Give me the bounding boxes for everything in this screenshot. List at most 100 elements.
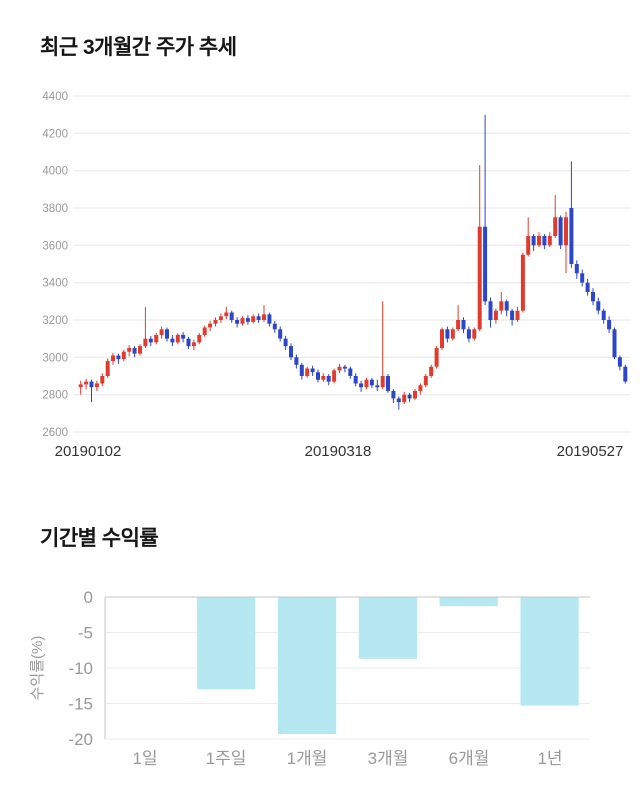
candle-body — [429, 366, 434, 376]
candle-body — [558, 217, 563, 246]
candle-body — [580, 273, 585, 283]
candle-body — [461, 320, 466, 330]
candle-body — [240, 318, 245, 324]
candle-body — [256, 316, 261, 320]
candle-body — [537, 236, 541, 246]
x-tick-label: 20190102 — [55, 443, 122, 460]
candle-body — [294, 357, 299, 365]
candle-body — [218, 316, 223, 320]
candle-body — [121, 351, 126, 360]
candle-body — [542, 236, 547, 246]
candle-body — [483, 226, 488, 302]
candle-body — [510, 310, 515, 320]
candle-body — [348, 368, 353, 376]
return-bar — [278, 597, 337, 734]
candle-body — [364, 379, 369, 388]
returns-chart-svg: 0 -5 -10 -15 -20 1일 1주일 1개월 3개월 6개월 1년 수익률(%) — [29, 588, 590, 768]
candle-body — [197, 334, 202, 343]
category-label: 1일 — [132, 749, 157, 768]
candle-body — [456, 320, 461, 330]
candle-body — [100, 376, 105, 384]
y-tick-label: 3800 — [42, 203, 68, 215]
category-label: 1년 — [537, 749, 562, 768]
candle-body — [531, 236, 536, 246]
return-bar — [520, 597, 579, 706]
candle-body — [434, 348, 439, 367]
candle-body — [391, 390, 396, 399]
candle-body — [596, 301, 601, 311]
candle-body — [111, 355, 115, 362]
candle-body — [310, 368, 315, 373]
candle-body — [138, 346, 142, 354]
candle-body — [78, 384, 83, 388]
candle-body — [342, 366, 347, 369]
return-bar — [358, 597, 417, 659]
candle-body — [504, 301, 509, 311]
y-tick-label: -5 — [78, 624, 93, 643]
candle-body — [89, 381, 94, 388]
candle-body — [251, 316, 256, 322]
candle-body — [181, 334, 186, 339]
candle-body — [418, 385, 423, 391]
price-chart: 4400 4200 4000 3800 3600 3400 3200 3000 2800 2600… — [0, 82, 640, 467]
candle-body — [607, 320, 612, 330]
candle-body — [574, 264, 579, 274]
candle-body — [585, 282, 590, 292]
candle-body — [380, 376, 385, 388]
y-tick-label: 3200 — [42, 315, 68, 327]
y-tick-label: 3600 — [42, 240, 68, 252]
candle-body — [170, 338, 175, 343]
y-tick-label: -15 — [68, 695, 93, 714]
returns-chart-title: 기간별 수익률 — [40, 527, 159, 550]
candle-body — [526, 236, 531, 255]
category-label: 6개월 — [449, 749, 490, 768]
candle-body — [353, 376, 358, 384]
candle-body — [94, 383, 99, 388]
candle-body — [321, 376, 326, 380]
y-axis-title: 수익률(%) — [29, 636, 46, 701]
return-bar — [197, 597, 256, 690]
candle-body — [191, 342, 196, 347]
candle-body — [159, 329, 164, 335]
candle-body — [202, 327, 207, 335]
candle-body — [612, 329, 617, 358]
candle-body — [143, 338, 148, 347]
candle-body — [617, 357, 622, 367]
candle-body — [569, 208, 574, 264]
candle-body — [547, 236, 552, 246]
candle-body — [337, 366, 342, 371]
y-tick-label: 4000 — [42, 166, 68, 178]
candle-body — [413, 390, 417, 399]
candle-body — [488, 301, 493, 320]
candle-body — [165, 329, 169, 339]
y-tick-label: 3400 — [42, 278, 68, 290]
category-label: 1개월 — [287, 749, 328, 768]
candle-body — [127, 348, 132, 352]
candle-body — [369, 379, 374, 386]
candle-body — [601, 310, 606, 320]
candle-body — [402, 394, 407, 403]
candle-body — [332, 370, 337, 382]
y-tick-label: -20 — [68, 730, 93, 749]
candle-body — [278, 329, 283, 339]
y-tick-label: 2600 — [42, 427, 68, 439]
y-tick-label: 2800 — [42, 390, 68, 402]
category-label: 3개월 — [368, 749, 409, 768]
candle-body — [224, 312, 229, 317]
candle-body — [407, 394, 412, 399]
candle-body — [208, 323, 213, 328]
candle-body — [564, 217, 568, 246]
candle-body — [305, 368, 310, 376]
candle-body — [359, 383, 364, 388]
candle-body — [267, 314, 272, 324]
candle-body — [591, 292, 595, 302]
candle-body — [299, 364, 304, 376]
candle-body — [105, 361, 110, 376]
candle-body — [272, 323, 277, 330]
x-tick-label: 20190527 — [557, 443, 624, 460]
category-label: 1주일 — [206, 749, 247, 768]
candle-body — [213, 320, 218, 324]
candle-body — [262, 314, 266, 320]
candle-body — [450, 329, 455, 339]
